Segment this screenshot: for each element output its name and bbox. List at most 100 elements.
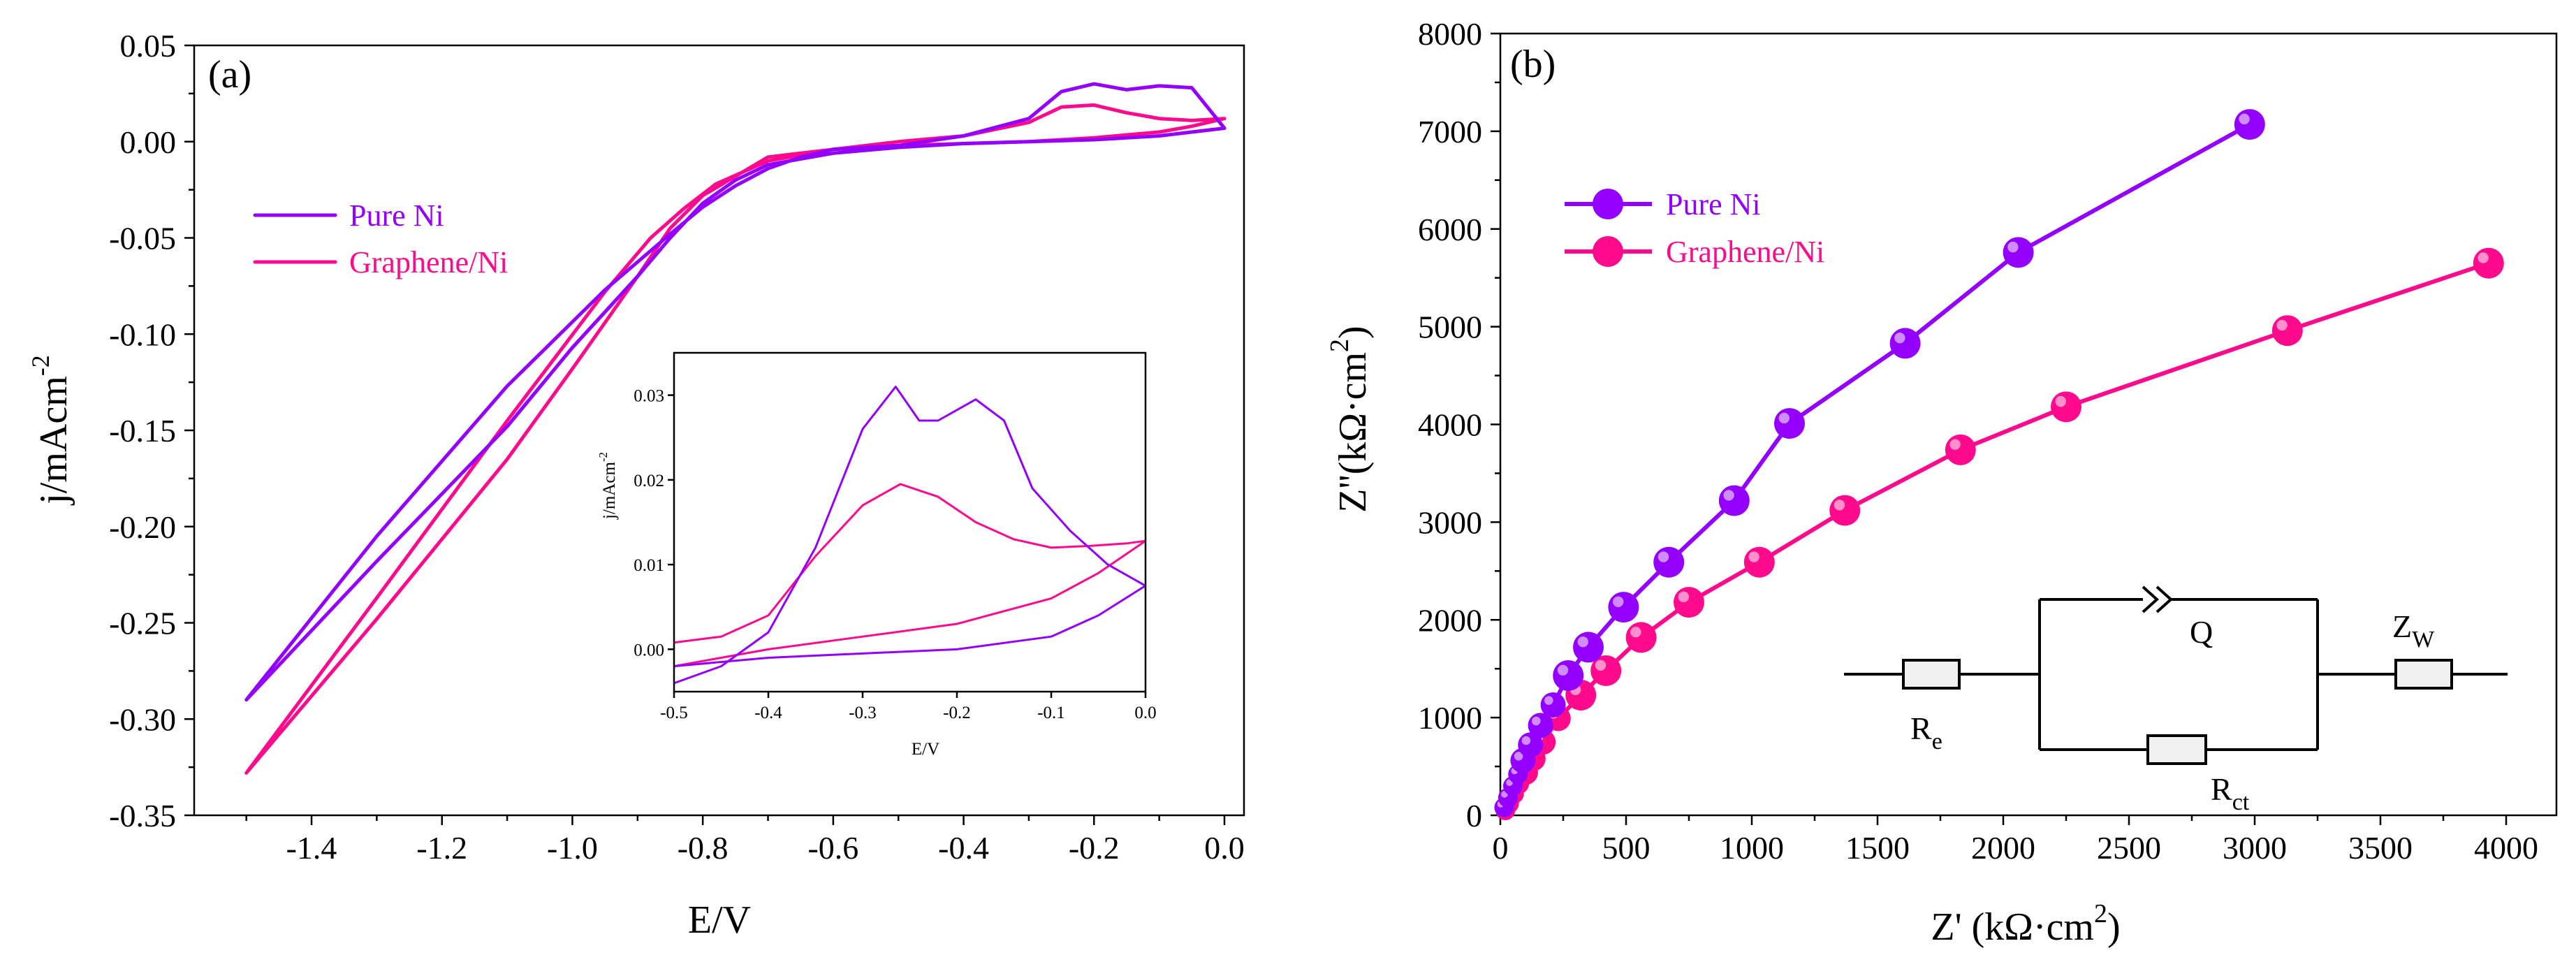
panel-b-x-tick-label: 3500 — [2348, 830, 2413, 866]
series-graphene-ni-point — [1743, 546, 1775, 578]
panel-b-y-axis-title: Z''(kΩ·cm2) — [1325, 326, 1375, 512]
series-pure-ni-point-highlight — [1613, 596, 1624, 608]
circuit-cpe-q-right — [2156, 585, 2173, 613]
panel-a-y-tick-label: -0.20 — [109, 509, 176, 545]
inset-y-axis-title-exp: -2 — [597, 452, 610, 462]
panel-b-x-tick-label: 1000 — [1720, 830, 1784, 866]
inset-x-tick-label: 0.0 — [1134, 704, 1156, 722]
series-pure-ni-point-highlight — [1894, 333, 1905, 344]
series-graphene-ni-point — [1625, 622, 1657, 653]
panel-a-y-tick-label: -0.05 — [109, 221, 176, 256]
panel-a-x-tick-label: -0.8 — [678, 830, 729, 866]
series-pure-ni-nyquist-line — [1498, 122, 2251, 817]
series-pure-ni-point-highlight — [1657, 551, 1669, 562]
circuit-label-rct-sub: ct — [2232, 789, 2250, 815]
panel-a-y-axis-title: j/mAcm-2 — [27, 355, 75, 506]
series-graphene-ni-point — [1945, 434, 1976, 465]
series-pure-ni-point-highlight — [1577, 636, 1588, 648]
panel-b-x-axis-title-end: ) — [2107, 905, 2121, 949]
circuit-label-re-sub: e — [1932, 729, 1942, 755]
series-pure-ni-point-highlight — [1544, 696, 1553, 705]
panel-b-x-tick-label: 4000 — [2474, 830, 2538, 866]
panel-a-y-axis-title-exp: -2 — [27, 355, 54, 376]
series-graphene-ni-point-highlight — [2276, 319, 2288, 331]
series-pure-ni-point-highlight — [1723, 490, 1734, 501]
series-pure-ni-point — [1889, 328, 1921, 359]
panel-b-y-tick-label: 0 — [1466, 798, 1482, 833]
series-graphene-ni-point — [1829, 495, 1861, 526]
circuit-label-zw-base: Z — [2392, 609, 2412, 644]
circuit-label-re: Re — [1910, 711, 1942, 755]
panel-b-x-tick-label: 500 — [1602, 830, 1651, 866]
inset-series-graphene-ni-line — [673, 483, 1147, 668]
series-graphene-ni-point-highlight — [1595, 660, 1607, 671]
series-graphene-ni-point-highlight — [1949, 439, 1961, 450]
series-graphene-ni-point-highlight — [2055, 395, 2066, 407]
series-pure-ni-point-highlight — [1521, 736, 1531, 745]
panel-a-y-tick-label: -0.15 — [109, 413, 176, 449]
legend-b-graphene-ni-marker — [1593, 236, 1623, 267]
panel-b-y-tick-label: 6000 — [1418, 212, 1482, 247]
panel-a-legend: Pure Ni Graphene/Ni — [253, 198, 508, 279]
inset-y-axis-title: j/mAcm-2 — [597, 452, 619, 520]
panel-b-legend: Pure Ni Graphene/Ni — [1565, 187, 1824, 269]
series-pure-ni-point-highlight — [1778, 412, 1790, 424]
series-graphene-ni-point — [2051, 391, 2081, 423]
panel-b-x-axis-title-exp: 2 — [2094, 899, 2107, 928]
series-graphene-ni-point-highlight — [1630, 627, 1641, 638]
panel-a-y-tick-label: -0.30 — [109, 701, 176, 737]
panel-a-y-tick-label: -0.10 — [109, 316, 176, 352]
panel-b-y-tick-label: 7000 — [1418, 114, 1482, 150]
inset-y-tick-label: 0.00 — [634, 641, 664, 660]
series-pure-ni-point-highlight — [1532, 716, 1541, 726]
inset-x-tick-label: -0.4 — [754, 704, 782, 722]
panel-b-y-axis-title-exp: 2 — [1325, 339, 1354, 352]
panel-b-y-axis-title-base: Z''(kΩ·cm — [1331, 352, 1375, 513]
panel-b-x-tick-label: 2500 — [2097, 830, 2161, 866]
inset-x-axis-title: E/V — [912, 740, 939, 759]
series-graphene-ni-point-highlight — [1748, 551, 1759, 562]
legend-b-pure-ni-label: Pure Ni — [1666, 187, 1761, 221]
panel-b-x-axis-title: Z' (kΩ·cm2) — [1931, 899, 2120, 949]
series-graphene-ni-point — [2473, 247, 2504, 279]
panel-b-y-tick-label: 4000 — [1418, 407, 1482, 443]
panel-a-label: (a) — [208, 53, 251, 96]
equivalent-circuit: Re Q Rct ZW — [1844, 585, 2508, 815]
panel-a-x-tick-label: -1.2 — [416, 830, 467, 866]
panel-b-y-tick-label: 2000 — [1418, 602, 1482, 638]
circuit-label-rct: Rct — [2211, 771, 2250, 815]
series-pure-ni-point — [1573, 632, 1604, 663]
panel-a-x-tick-label: -1.4 — [286, 830, 337, 866]
series-graphene-ni-point-highlight — [1678, 591, 1689, 603]
panel-b-x-tick-label: 3000 — [2223, 830, 2287, 866]
series-graphene-ni-point — [1674, 587, 1704, 618]
inset-x-tick-label: -0.2 — [943, 704, 971, 722]
panel-b-x-tick-label: 0 — [1493, 830, 1509, 866]
series-pure-ni-point — [2234, 109, 2265, 140]
series-pure-ni-point-highlight — [2239, 113, 2250, 125]
panel-b-series — [1494, 109, 2504, 821]
series-pure-ni-point — [2003, 237, 2034, 268]
legend-a-graphene-ni-label: Graphene/Ni — [349, 245, 508, 279]
legend-a-pure-ni-label: Pure Ni — [349, 198, 444, 233]
inset-x-tick-label: -0.5 — [660, 704, 688, 722]
circuit-resistor-re — [1902, 659, 1961, 690]
circuit-label-re-base: R — [1910, 711, 1932, 746]
panel-b-y-axis-title-end: ) — [1331, 326, 1375, 339]
panel-a-y-tick-label: -0.25 — [109, 606, 176, 641]
inset-x-tick-label: -0.3 — [849, 704, 877, 722]
inset-series-pure-ni-line — [673, 386, 1147, 685]
series-pure-ni-point — [1653, 546, 1685, 578]
series-graphene-ni-point — [2271, 315, 2303, 347]
panel-b-x-axis-title-base: Z' (kΩ·cm — [1931, 905, 2094, 949]
inset-y-tick-label: 0.02 — [634, 472, 664, 490]
panel-a-y-tick-label: 0.05 — [120, 28, 177, 64]
inset-background — [599, 348, 1158, 690]
panel-b-x-tick-label: 1500 — [1845, 830, 1910, 866]
circuit-warburg-zw — [2394, 659, 2453, 690]
series-pure-ni-point — [1774, 408, 1805, 439]
panel-a-x-axis-title: E/V — [688, 898, 751, 942]
series-pure-ni-point — [1540, 692, 1566, 717]
